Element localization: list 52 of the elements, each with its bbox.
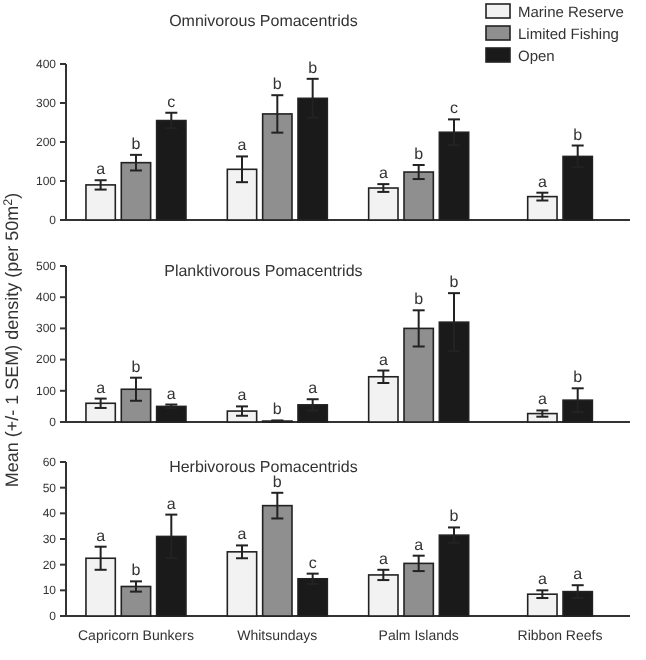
data-label: a [378,549,389,568]
data-label: b [131,357,142,376]
data-label: a [237,136,248,155]
data-label: a [537,390,548,409]
bar [297,404,329,423]
bar [367,574,399,617]
chart-title: Herbivorous Pomacentrids [169,458,358,476]
bar [226,410,258,423]
bar [367,187,399,221]
data-label: a [573,565,584,584]
bar [403,562,435,617]
data-label: a [237,525,248,544]
bar [297,577,329,617]
bar [367,375,399,423]
data-label: c [167,92,176,111]
data-label: b [573,368,584,387]
bar [155,119,187,221]
data-label: a [166,494,177,513]
data-label: a [378,350,389,369]
data-label: b [131,561,142,580]
data-label: a [537,172,548,191]
bar [155,405,187,423]
bar [403,171,435,221]
data-label: b [308,58,319,77]
data-label: a [96,160,107,179]
bar [120,161,152,221]
bar [85,184,117,221]
bar [438,534,470,617]
data-label: c [308,553,317,572]
data-label: a [537,570,548,589]
data-label: b [449,273,460,292]
chart-title: Omnivorous Pomacentrids [169,12,358,30]
data-label: b [414,145,425,164]
bar [120,585,152,617]
data-label: b [449,507,460,526]
data-label: a [414,535,425,554]
data-label: a [308,379,319,398]
data-label: b [272,75,283,94]
bar [85,402,117,423]
data-label: c [450,99,459,118]
chart-title: Planktivorous Pomacentrids [164,262,363,280]
data-label: b [272,472,283,491]
data-label: a [96,526,107,545]
data-label: b [272,400,283,419]
data-label: b [573,125,584,144]
data-label: a [96,378,107,397]
data-label: b [414,290,425,309]
data-label: a [166,384,177,403]
data-label: a [378,164,389,183]
bar [226,551,258,617]
data-label: b [131,134,142,153]
data-label: a [237,386,248,405]
